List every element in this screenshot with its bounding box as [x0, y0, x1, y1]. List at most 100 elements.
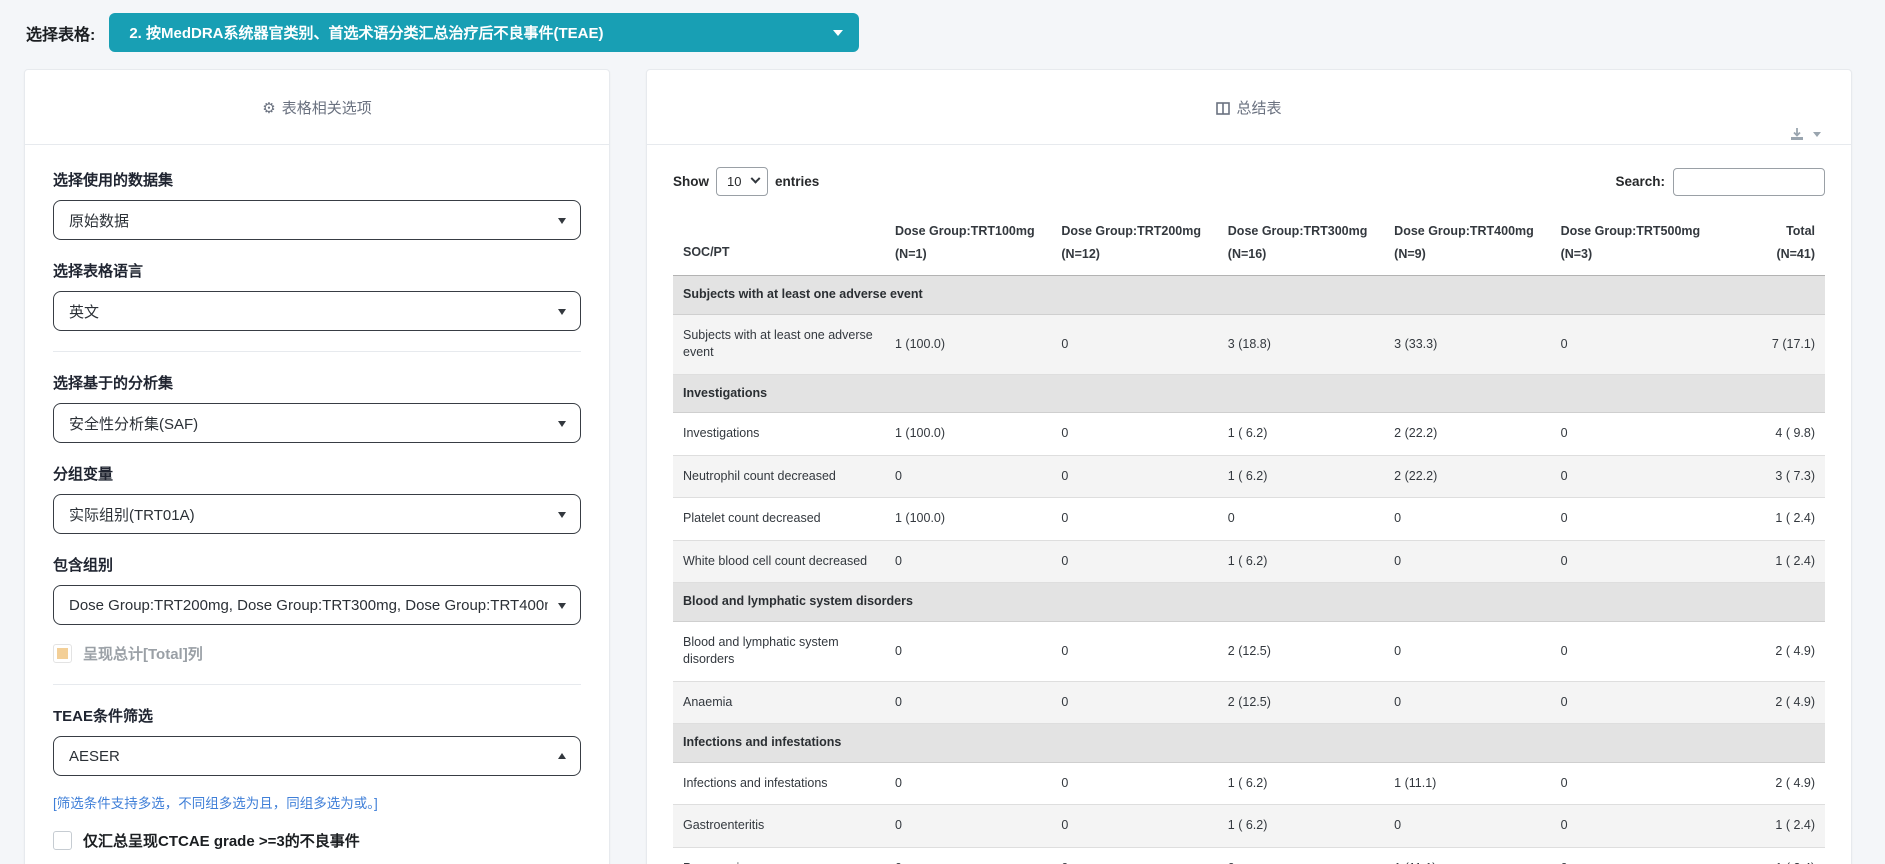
cell-value: 0 [1051, 540, 1218, 584]
cell-value: 0 [1550, 762, 1717, 806]
cell-value: 1 (100.0) [885, 314, 1052, 375]
show-entries-control: Show 10 entries [673, 167, 819, 196]
cell-value: 0 [1051, 681, 1218, 725]
cell-value: 1 ( 6.2) [1217, 455, 1385, 499]
cell-value: 0 [1384, 540, 1551, 584]
column-header[interactable]: Dose Group:TRT100mg (N=1) [885, 212, 1052, 277]
cell-value: 0 [1051, 497, 1218, 541]
cell-value: 0 [1550, 621, 1717, 682]
cell-value: 0 [1384, 804, 1551, 848]
row-label: Subjects with at least one adverse event [673, 314, 885, 375]
total-column-check-row: 呈现总计[Total]列 [53, 643, 581, 664]
cell-value: 0 [1051, 314, 1218, 375]
include-groups-label: 包含组别 [53, 557, 114, 574]
show-label: Show [673, 174, 709, 189]
table-selector-dropdown[interactable]: 2. 按MedDRA系统器官类别、首选术语分类汇总治疗后不良事件(TEAE) [109, 13, 860, 52]
language-select-value: 英文 [69, 303, 100, 321]
column-header[interactable]: Dose Group:TRT300mg (N=16) [1217, 212, 1385, 277]
cell-value: 0 [1051, 804, 1218, 848]
column-header[interactable]: Dose Group:TRT200mg (N=12) [1051, 212, 1218, 277]
cell-value: 0 [1550, 804, 1717, 848]
table-header-row: SOC/PT Dose Group:TRT100mg (N=1) Dose Group… [673, 212, 1825, 277]
cell-value: 0 [1550, 455, 1717, 499]
download-button[interactable] [1789, 127, 1821, 142]
include-groups-select[interactable]: Dose Group:TRT200mg, Dose Group:TRT300mg… [53, 585, 581, 625]
cell-value: 2 (12.5) [1217, 681, 1385, 725]
column-header[interactable]: Dose Group:TRT400mg (N=9) [1384, 212, 1551, 277]
cell-value: 0 [1051, 847, 1218, 864]
search-input[interactable] [1673, 167, 1825, 196]
chevron-down-icon [558, 512, 566, 518]
search-label: Search: [1615, 174, 1665, 189]
section-label: Blood and lymphatic system disorders [673, 582, 1825, 622]
summary-table-panel: 总结表 Show 10 entries Search: [646, 69, 1852, 864]
row-label: Gastroenteritis [673, 804, 885, 848]
chevron-down-icon [833, 30, 844, 36]
language-select[interactable]: 英文 [53, 291, 581, 331]
cell-value: 3 (18.8) [1217, 314, 1385, 375]
cell-value: 7 (17.1) [1717, 314, 1825, 375]
chevron-down-icon [558, 218, 566, 224]
cell-value: 0 [885, 762, 1052, 806]
teae-filter-select[interactable]: AESER [53, 736, 581, 776]
cell-value: 0 [1217, 497, 1385, 541]
page-size-select[interactable]: 10 [716, 167, 768, 196]
total-column-checkbox[interactable] [53, 644, 72, 663]
column-header[interactable]: Dose Group:TRT500mg (N=3) [1550, 212, 1717, 277]
table-row: Gastroenteritis 0 0 1 ( 6.2) 0 0 1 ( 2.4) [673, 804, 1825, 848]
table-options-panel: ⚙ 表格相关选项 选择使用的数据集 原始数据 选择表格语言 英文 选择基于的分析集… [24, 69, 610, 864]
cell-value: 1 ( 2.4) [1717, 497, 1825, 541]
options-panel-header: ⚙ 表格相关选项 [25, 70, 609, 145]
table-section-row: Blood and lymphatic system disorders [673, 582, 1825, 622]
row-label: Neutrophil count decreased [673, 455, 885, 499]
cell-value: 2 ( 4.9) [1717, 681, 1825, 725]
cell-value: 0 [1550, 497, 1717, 541]
chevron-down-icon [750, 173, 761, 184]
teae-filter-label: TEAE条件筛选 [53, 708, 154, 725]
table-icon [1216, 102, 1231, 115]
group-variable-select[interactable]: 实际组别(TRT01A) [53, 494, 581, 534]
cell-value: 3 (33.3) [1384, 314, 1551, 375]
search-control: Search: [1615, 167, 1825, 196]
cell-value: 0 [885, 847, 1052, 864]
cell-value: 1 (11.1) [1384, 847, 1551, 864]
cell-value: 2 (12.5) [1217, 621, 1385, 682]
gear-icon: ⚙ [262, 100, 276, 117]
table-selector-label: 选择表格: [26, 26, 96, 44]
table-section-row: Infections and infestations [673, 723, 1825, 763]
cell-value: 2 ( 4.9) [1717, 621, 1825, 682]
column-header[interactable]: Total (N=41) [1717, 212, 1825, 277]
table-row: Pneumonia0001 (11.1)01 ( 2.4) [673, 847, 1825, 864]
cell-value: 1 (11.1) [1384, 762, 1551, 806]
group-variable-select-value: 实际组别(TRT01A) [69, 506, 195, 524]
row-label: Investigations [673, 412, 885, 456]
cell-value: 0 [1550, 681, 1717, 725]
analysis-set-select[interactable]: 安全性分析集(SAF) [53, 403, 581, 443]
cell-value: 0 [1051, 621, 1218, 682]
cell-value: 0 [1384, 497, 1551, 541]
cell-value: 1 ( 2.4) [1717, 804, 1825, 848]
column-header[interactable]: SOC/PT [673, 212, 885, 277]
cell-value: 0 [1550, 314, 1717, 375]
options-panel-title: 表格相关选项 [281, 100, 372, 117]
cell-value: 0 [1384, 621, 1551, 682]
cell-value: 0 [1217, 847, 1385, 864]
cell-value: 2 (22.2) [1384, 412, 1551, 456]
ctcae-ge3-checkbox[interactable] [53, 831, 72, 850]
group-variable-label: 分组变量 [53, 466, 114, 483]
section-label: Infections and infestations [673, 723, 1825, 763]
cell-value: 0 [885, 540, 1052, 584]
cell-value: 1 ( 2.4) [1717, 847, 1825, 864]
cell-value: 0 [885, 804, 1052, 848]
analysis-set-select-value: 安全性分析集(SAF) [69, 415, 199, 433]
include-groups-select-value: Dose Group:TRT200mg, Dose Group:TRT300mg… [69, 596, 548, 614]
teae-filter-select-value: AESER [69, 747, 120, 765]
cell-value: 0 [1384, 681, 1551, 725]
dataset-select[interactable]: 原始数据 [53, 200, 581, 240]
row-label: Pneumonia [673, 847, 885, 864]
table-section-row: Subjects with at least one adverse event [673, 275, 1825, 315]
cell-value: 1 ( 6.2) [1217, 412, 1385, 456]
cell-value: 0 [1051, 455, 1218, 499]
row-label: Infections and infestations [673, 762, 885, 806]
summary-table: SOC/PT Dose Group:TRT100mg (N=1) Dose Group… [673, 212, 1825, 864]
